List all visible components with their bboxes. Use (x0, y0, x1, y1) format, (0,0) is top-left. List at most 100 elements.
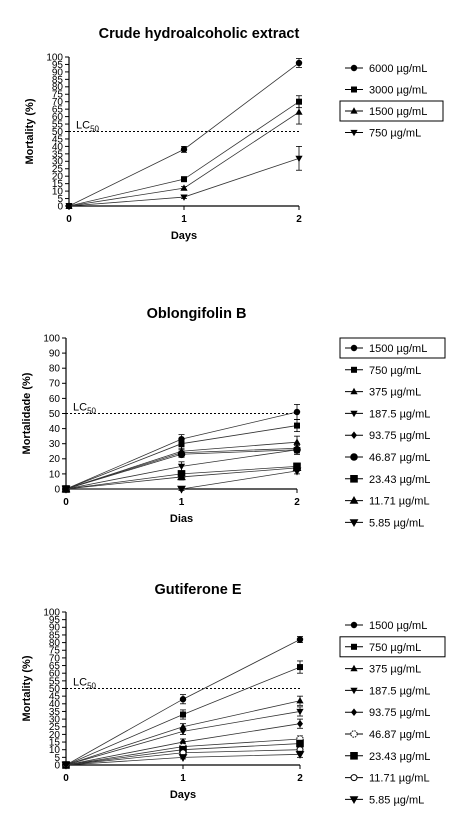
y-tick-label: 40 (52, 142, 64, 153)
y-tick-label: 100 (43, 333, 60, 344)
legend: 1500 µg/mL 750 µg/mL 375 µg/mL 187.5 µg/mL 9… (339, 620, 446, 806)
x-tick-label: 1 (180, 773, 186, 784)
chart-title: Gutiferone E (154, 582, 241, 598)
legend-label: 5.85 µg/mL (369, 794, 424, 806)
data-point (292, 467, 302, 476)
y-tick-label: 90 (52, 67, 64, 78)
data-point (296, 708, 304, 716)
y-axis-label: Mortality (%) (24, 98, 36, 164)
y-tick-label: 0 (54, 760, 60, 771)
data-point (177, 463, 186, 471)
y-tick-label: 15 (49, 737, 61, 748)
y-tick-label: 0 (57, 201, 63, 212)
y-tick-label: 65 (49, 661, 61, 672)
legend-marker (350, 453, 358, 461)
y-tick-label: 50 (52, 127, 64, 138)
legend-label: 23.43 µg/mL (369, 474, 430, 486)
data-point (179, 728, 187, 736)
series-4 (65, 145, 303, 210)
y-tick-label: 30 (49, 439, 61, 450)
data-point (177, 450, 186, 459)
data-point (61, 485, 71, 494)
legend-marker (350, 129, 358, 137)
data-point (295, 59, 303, 67)
lc50-label-main: LC (73, 402, 87, 414)
series-5 (63, 718, 303, 769)
y-tick-label: 95 (49, 615, 61, 626)
legend-label: 5.85 µg/mL (369, 517, 424, 529)
x-axis-label: Dias (170, 513, 193, 525)
legend-label: 46.87 µg/mL (369, 729, 430, 741)
data-point (296, 636, 304, 643)
y-tick-label: 70 (49, 653, 61, 664)
y-tick-label: 55 (52, 119, 64, 130)
y-tick-label: 15 (52, 179, 64, 190)
y-tick-label: 95 (52, 60, 64, 71)
y-tick-label: 10 (49, 469, 61, 480)
y-tick-label: 75 (49, 646, 61, 657)
y-tick-label: 20 (49, 730, 61, 741)
y-tick-label: 30 (49, 715, 61, 726)
y-tick-label: 90 (49, 623, 61, 634)
legend-label: 375 µg/mL (369, 664, 421, 676)
y-tick-label: 40 (49, 424, 61, 435)
x-axis-label: Days (171, 230, 197, 242)
legend-marker (350, 475, 358, 483)
data-point (177, 485, 186, 494)
y-axis-label: Mortalidade (%) (21, 372, 33, 454)
y-tick-label: 80 (49, 364, 61, 375)
legend-label: 93.75 µg/mL (369, 430, 430, 442)
y-tick-label: 90 (49, 349, 61, 360)
y-tick-label: 85 (49, 630, 61, 641)
chart-title: Oblongifolin B (147, 306, 247, 322)
y-tick-label: 35 (52, 149, 64, 160)
chart-panel-2: Oblongifolin B 0 10 20 30 40 50 60 70 80 90 100 0 1 2 D… (21, 306, 446, 529)
legend-marker (350, 410, 358, 418)
data-point (293, 408, 301, 416)
series-9 (61, 750, 305, 770)
lc50-label-sub: 50 (87, 682, 96, 691)
legend-highlight-box (339, 100, 444, 122)
series-9 (61, 467, 302, 494)
y-tick-label: 35 (49, 707, 61, 718)
legend-marker (350, 621, 358, 629)
data-point (295, 155, 303, 163)
legend-label: 46.87 µg/mL (369, 452, 430, 464)
data-point (295, 108, 303, 115)
data-point (293, 445, 301, 454)
legend-label: 187.5 µg/mL (369, 685, 430, 697)
y-tick-label: 85 (52, 75, 64, 86)
x-axis-label: Days (170, 789, 196, 801)
y-tick-label: 10 (49, 745, 61, 756)
y-tick-label: 25 (49, 722, 61, 733)
data-point (296, 739, 304, 748)
series-line (68, 111, 300, 207)
legend-label: 1500 µg/mL (369, 620, 427, 632)
y-tick-label: 20 (49, 454, 61, 465)
legend: 1500 µg/mL 750 µg/mL 375 µg/mL 187.5 µg/mL 9… (339, 337, 446, 529)
legend-label: 375 µg/mL (369, 387, 421, 399)
y-tick-label: 20 (52, 172, 64, 183)
legend-label: 11.71 µg/mL (369, 773, 430, 785)
x-tick-label: 1 (179, 497, 185, 508)
y-tick-label: 60 (49, 394, 61, 405)
legend-marker (350, 64, 358, 72)
data-point (178, 754, 188, 762)
x-tick-label: 2 (296, 214, 302, 225)
y-tick-label: 75 (52, 90, 64, 101)
legend-highlight-box (339, 337, 446, 359)
legend-marker (350, 344, 358, 352)
data-point (178, 440, 185, 447)
x-tick-label: 2 (294, 497, 300, 508)
legend-marker (350, 687, 358, 695)
lc50-label-sub: 50 (87, 407, 96, 416)
y-tick-label: 45 (49, 692, 61, 703)
data-point (297, 719, 303, 728)
data-point (180, 711, 186, 718)
y-tick-label: 0 (54, 484, 60, 495)
lc50-label-main: LC (73, 677, 87, 689)
data-point (297, 664, 303, 671)
y-tick-label: 5 (54, 753, 60, 764)
y-tick-label: 70 (52, 97, 64, 108)
y-tick-label: 40 (49, 699, 61, 710)
